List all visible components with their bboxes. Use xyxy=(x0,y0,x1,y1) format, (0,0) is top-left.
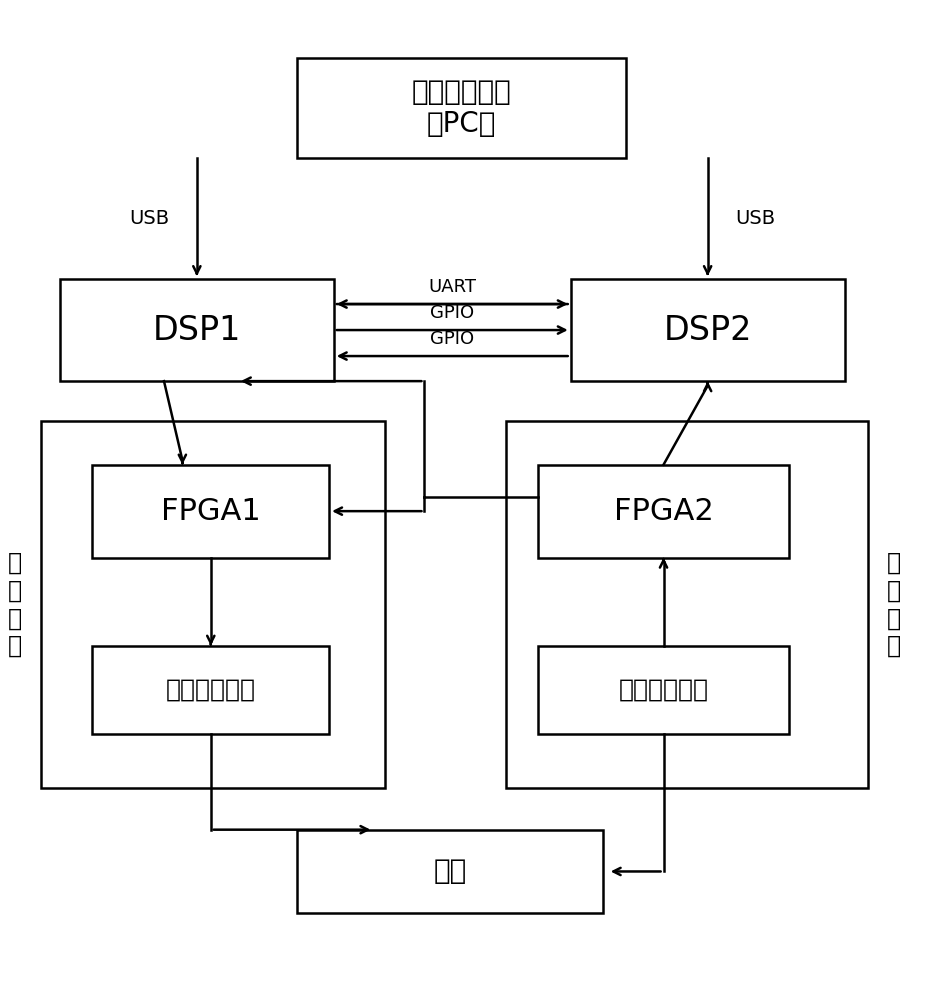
Bar xyxy=(297,830,603,913)
Text: DSP2: DSP2 xyxy=(663,314,751,347)
Text: 探头: 探头 xyxy=(432,857,466,885)
Text: 信号处理模块: 信号处理模块 xyxy=(618,678,708,702)
Text: USB: USB xyxy=(735,209,775,228)
Bar xyxy=(570,279,843,381)
Bar xyxy=(93,646,329,734)
Text: 输
出
电
路: 输 出 电 路 xyxy=(8,551,22,658)
Text: DSP1: DSP1 xyxy=(153,314,241,347)
Text: GPIO: GPIO xyxy=(430,330,474,348)
Text: FPGA1: FPGA1 xyxy=(161,497,260,526)
Bar xyxy=(93,465,329,558)
Bar xyxy=(505,421,867,788)
Bar xyxy=(297,58,625,158)
Bar xyxy=(60,279,333,381)
Bar xyxy=(537,465,788,558)
Text: UART: UART xyxy=(428,278,475,296)
Text: 阵子控制模块: 阵子控制模块 xyxy=(166,678,256,702)
Bar xyxy=(537,646,788,734)
Text: 输
入
电
路: 输 入 电 路 xyxy=(885,551,899,658)
Text: FPGA2: FPGA2 xyxy=(613,497,712,526)
Text: USB: USB xyxy=(129,209,168,228)
Bar xyxy=(41,421,385,788)
Text: GPIO: GPIO xyxy=(430,304,474,322)
Text: 显示控制设备
（PC）: 显示控制设备 （PC） xyxy=(411,78,511,138)
